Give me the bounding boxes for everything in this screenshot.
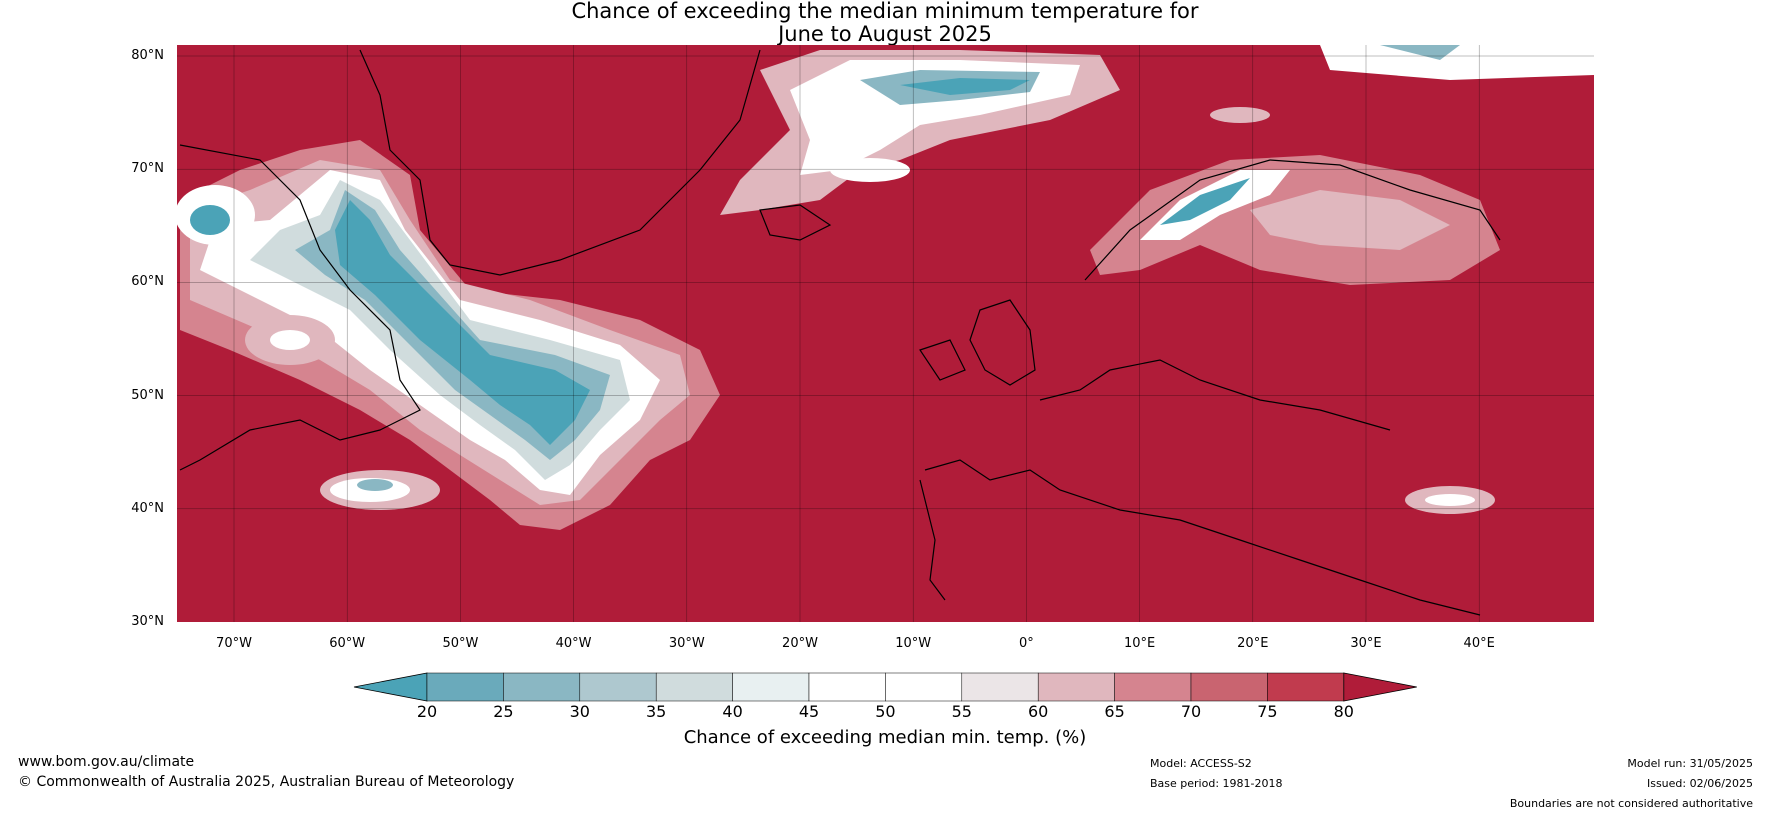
colorbar-tick-label: 40 xyxy=(722,702,743,721)
colorbar-segment xyxy=(426,672,504,702)
coastlines xyxy=(179,49,1501,616)
longitude-label: 0° xyxy=(1019,636,1034,651)
colorbar-segment xyxy=(503,672,581,702)
mediterranean-coast xyxy=(924,459,1481,616)
colorbar-tick-label: 20 xyxy=(416,702,438,721)
colorbar-segment xyxy=(1114,672,1192,702)
britain-coast xyxy=(969,299,1036,386)
scandinavia-anomaly xyxy=(1090,155,1500,285)
colorbar-segment xyxy=(961,672,1039,702)
colorbar-tick-label: 70 xyxy=(1180,702,1202,721)
colorbar-segment xyxy=(1267,672,1345,702)
map-title: Chance of exceeding the median minimum t… xyxy=(0,0,1770,46)
footer-model: Model: ACCESS-S2 xyxy=(1150,757,1252,770)
footer-copyright: © Commonwealth of Australia 2025, Austra… xyxy=(18,774,515,790)
colorbar-segment xyxy=(655,672,733,702)
latitude-label: 80°N xyxy=(131,48,164,63)
footer-boundaries: Boundaries are not considered authoritat… xyxy=(1509,797,1753,810)
colorbar-tick-label: 60 xyxy=(1028,702,1049,721)
map-area xyxy=(177,45,1594,622)
arctic-anomaly xyxy=(720,45,1594,215)
colorbar-extend-low xyxy=(353,672,428,702)
latitude-label: 40°N xyxy=(131,500,164,516)
colorbar-tick-label: 35 xyxy=(646,702,667,721)
latitude-label: 50°N xyxy=(131,387,164,403)
iceland-coast xyxy=(759,204,832,241)
gridlines xyxy=(177,45,1594,622)
longitude-label: 10°W xyxy=(895,636,932,651)
colorbar-segment xyxy=(808,672,886,702)
title-line-1: Chance of exceeding the median minimum t… xyxy=(571,0,1199,23)
labrador-coast xyxy=(179,144,421,471)
longitude-label: 40°E xyxy=(1463,636,1495,651)
iberia-coast xyxy=(919,479,946,601)
norway-coast xyxy=(1084,159,1501,281)
ireland-coast xyxy=(919,339,966,381)
longitude-label: 70°W xyxy=(216,636,252,651)
colorbar-tick-label: 30 xyxy=(569,702,590,721)
europe-north-coast xyxy=(1039,359,1391,431)
colorbar-tick-label: 80 xyxy=(1333,702,1354,721)
colorbar-tick-label: 25 xyxy=(493,702,514,721)
colorbar-segment xyxy=(885,672,963,702)
greenland-coast xyxy=(359,49,761,276)
footer-base-period: Base period: 1981-2018 xyxy=(1150,777,1283,790)
small-anomalies xyxy=(177,185,1495,514)
colorbar xyxy=(353,672,1417,702)
longitude-label: 50°W xyxy=(442,636,479,651)
colorbar-segment xyxy=(1190,672,1268,702)
colorbar-segment xyxy=(1037,672,1115,702)
footer-url: www.bom.gov.au/climate xyxy=(18,754,195,770)
latitude-label: 70°N xyxy=(131,161,164,177)
footer-issued: Issued: 02/06/2025 xyxy=(1646,777,1753,790)
latitude-label: 60°N xyxy=(131,274,164,290)
colorbar-tick-label: 50 xyxy=(875,702,896,721)
latitude-label: 30°N xyxy=(131,614,164,629)
colorbar-extend-high xyxy=(1343,672,1417,702)
longitude-label: 40°W xyxy=(555,636,592,651)
title-line-2: June to August 2025 xyxy=(778,22,992,46)
longitude-label: 60°W xyxy=(329,636,366,651)
footer-model-run: Model run: 31/05/2025 xyxy=(1627,757,1753,770)
colorbar-tick-label: 45 xyxy=(798,702,820,721)
colorbar-tick-label: 65 xyxy=(1104,702,1125,721)
longitude-label: 20°W xyxy=(782,636,818,651)
colorbar-segment xyxy=(579,672,657,702)
colorbar-segment xyxy=(732,672,810,702)
colorbar-tick-label: 75 xyxy=(1257,702,1278,721)
colorbar-label: Chance of exceeding median min. temp. (%… xyxy=(683,727,1087,748)
longitude-label: 30°W xyxy=(668,636,705,651)
colorbar-tick-label: 55 xyxy=(951,702,972,721)
longitude-label: 20°E xyxy=(1237,636,1269,651)
longitude-label: 30°E xyxy=(1350,636,1382,651)
longitude-label: 10°E xyxy=(1123,636,1156,651)
